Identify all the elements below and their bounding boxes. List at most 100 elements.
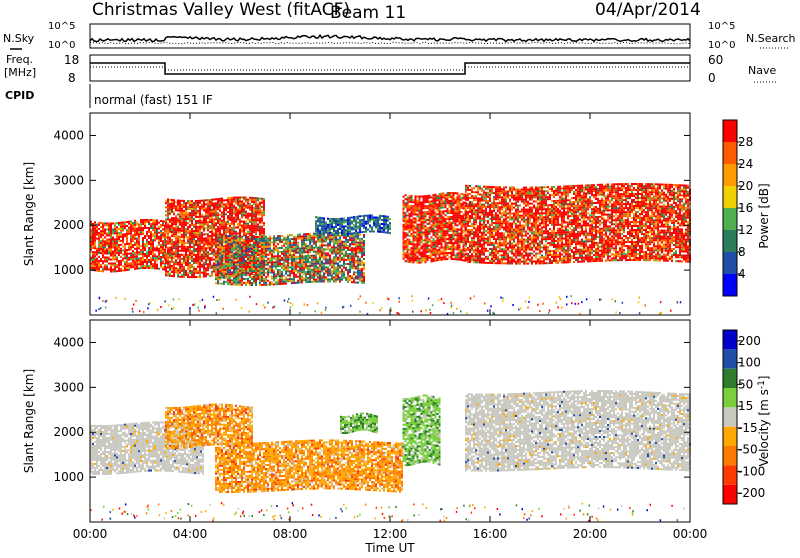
range-time-cell [213,219,215,221]
range-time-cell [449,200,451,202]
range-time-cell [189,204,191,206]
range-time-cell [309,257,311,259]
range-time-cell [283,265,285,267]
range-time-cell [321,221,323,223]
range-time-cell [134,260,136,262]
range-time-cell [189,232,191,234]
range-time-cell [92,267,94,269]
range-time-cell [195,260,197,262]
range-time-cell [219,255,221,257]
range-time-cell [255,209,257,211]
range-time-cell [253,215,255,217]
range-time-cell [455,208,457,210]
range-time-cell [439,227,441,229]
range-time-cell [453,226,455,228]
range-time-cell [181,274,183,276]
range-time-cell [273,261,275,263]
range-time-cell [253,256,255,258]
range-time-cell [363,248,365,250]
range-time-cell [104,232,106,234]
range-time-cell [241,215,243,217]
range-time-cell [227,203,229,205]
range-time-cell [227,229,229,231]
range-time-cell [299,268,301,270]
range-time-cell [419,198,421,200]
range-time-cell [231,273,233,275]
range-time-cell [249,215,251,217]
range-time-cell [343,247,345,249]
range-time-cell [333,266,335,268]
range-time-cell [251,262,253,264]
range-time-cell [225,281,227,283]
range-time-cell [359,272,361,274]
range-time-cell [427,245,429,247]
range-time-cell [295,282,297,284]
range-time-cell [138,243,140,245]
range-time-cell [263,224,265,226]
range-time-cell [317,237,319,239]
range-time-cell [255,280,257,282]
range-time-cell [359,250,361,252]
range-time-cell [251,225,253,227]
range-time-cell [427,241,429,243]
range-time-cell [193,224,195,226]
range-time-cell [138,237,140,239]
range-time-cell [351,227,353,229]
range-time-cell [243,244,245,246]
range-time-cell [239,213,241,215]
range-time-cell [114,238,116,240]
range-time-cell [92,237,94,239]
range-time-cell [271,276,273,278]
range-time-cell [106,257,108,259]
range-time-cell [118,250,120,252]
range-time-cell [146,241,148,243]
range-time-cell [345,247,347,249]
range-time-cell [441,237,443,239]
range-time-cell [429,205,431,207]
range-time-cell [144,259,146,261]
range-time-cell [417,208,419,210]
range-time-cell [219,273,221,275]
range-time-cell [173,269,175,271]
range-time-cell [150,235,152,237]
range-time-cell [130,222,132,224]
range-time-cell [291,250,293,252]
range-time-cell [233,259,235,261]
range-time-cell [373,219,375,221]
range-time-cell [447,198,449,200]
range-time-cell [419,240,421,242]
range-time-cell [211,209,213,211]
range-time-cell [445,224,447,226]
range-time-cell [140,231,142,233]
range-time-cell [225,225,227,227]
range-time-cell [453,250,455,252]
range-time-cell [243,248,245,250]
range-time-cell [361,262,363,264]
range-time-cell [227,247,229,249]
range-time-cell [191,254,193,256]
range-time-cell [235,278,237,280]
range-time-cell [152,265,154,267]
range-time-cell [313,241,315,243]
range-time-cell [231,217,233,219]
range-time-cell [193,260,195,262]
range-time-cell [331,274,333,276]
range-time-cell [187,228,189,230]
range-time-cell [413,225,415,227]
range-time-cell [215,198,217,200]
range-time-cell [319,281,321,283]
range-time-cell [229,239,231,241]
range-time-cell [223,229,225,231]
range-time-cell [173,253,175,255]
range-time-cell [325,240,327,242]
range-time-cell [219,247,221,249]
range-time-cell [313,239,315,241]
range-time-cell [201,272,203,274]
range-time-cell [325,254,327,256]
range-time-cell [187,276,189,278]
range-time-cell [237,217,239,219]
range-time-cell [106,261,108,263]
range-time-cell [329,256,331,258]
range-time-cell [231,227,233,229]
range-time-cell [305,255,307,257]
